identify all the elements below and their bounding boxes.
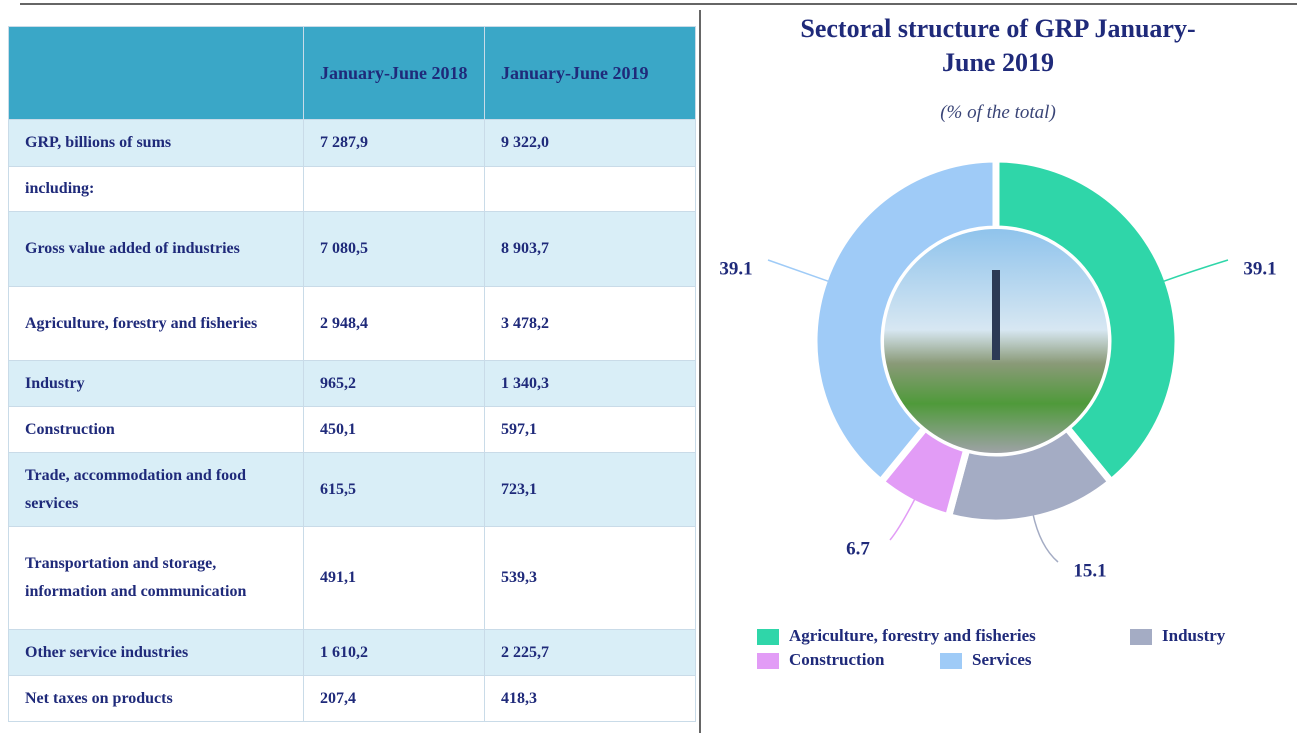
header-cell: January-June 2019 xyxy=(485,27,696,120)
page: 39.1 15.1 6.7 39.1 Agriculture, forestry and… xyxy=(0,0,1301,733)
table-cell: Industry xyxy=(9,361,304,407)
table-row: including: xyxy=(9,167,696,212)
table-cell xyxy=(304,167,485,212)
table-cell: 723,1 xyxy=(485,453,696,527)
table-cell: GRP, billions of sums xyxy=(9,120,304,167)
table-cell: 8 903,7 xyxy=(485,212,696,287)
photo-monument xyxy=(992,270,1000,360)
table-cell: Gross value added of industries xyxy=(9,212,304,287)
table-cell: 7 080,5 xyxy=(304,212,485,287)
table-cell: Transportation and storage, information … xyxy=(9,527,304,630)
table-cell: 1 340,3 xyxy=(485,361,696,407)
table-cell: Other service industries xyxy=(9,630,304,676)
table-cell: 207,4 xyxy=(304,676,485,722)
table-cell: Construction xyxy=(9,407,304,453)
header-cell xyxy=(9,27,304,120)
table-cell: 597,1 xyxy=(485,407,696,453)
table-cell: 539,3 xyxy=(485,527,696,630)
table-cell xyxy=(485,167,696,212)
legend-swatch xyxy=(1130,629,1152,645)
table-cell: 9 322,0 xyxy=(485,120,696,167)
legend-swatch xyxy=(757,653,779,669)
table-row: Transportation and storage, information … xyxy=(9,527,696,630)
chart-subtitle: (% of the total) xyxy=(800,102,1196,124)
legend-label: Construction xyxy=(789,650,885,669)
header-cell: January-June 2018 xyxy=(304,27,485,120)
data-label: 39.1 xyxy=(719,258,752,279)
leader-line xyxy=(768,260,830,282)
data-label: 6.7 xyxy=(846,538,870,559)
table-cell: Net taxes on products xyxy=(9,676,304,722)
legend-label: Agriculture, forestry and fisheries xyxy=(789,626,1036,645)
legend-swatch xyxy=(757,629,779,645)
table-cell: including: xyxy=(9,167,304,212)
table-cell: 1 610,2 xyxy=(304,630,485,676)
data-label: 15.1 xyxy=(1073,560,1106,581)
table-cell: 2 225,7 xyxy=(485,630,696,676)
chart-title: Sectoral structure of GRP January-June 2… xyxy=(800,12,1196,80)
table-cell: 615,5 xyxy=(304,453,485,527)
legend-swatch xyxy=(940,653,962,669)
table-cell: 7 287,9 xyxy=(304,120,485,167)
data-label: 39.1 xyxy=(1243,258,1276,279)
table-cell: 450,1 xyxy=(304,407,485,453)
legend-label: Services xyxy=(972,650,1032,669)
table-cell: Trade, accommodation and food services xyxy=(9,453,304,527)
table-cell: 418,3 xyxy=(485,676,696,722)
table-cell: Agriculture, forestry and fisheries xyxy=(9,287,304,361)
table-cell: 3 478,2 xyxy=(485,287,696,361)
table-cell: 2 948,4 xyxy=(304,287,485,361)
leader-line xyxy=(890,498,916,540)
table-cell: 491,1 xyxy=(304,527,485,630)
legend-label: Industry xyxy=(1162,626,1226,645)
table-cell: 965,2 xyxy=(304,361,485,407)
leader-line xyxy=(1162,260,1228,282)
